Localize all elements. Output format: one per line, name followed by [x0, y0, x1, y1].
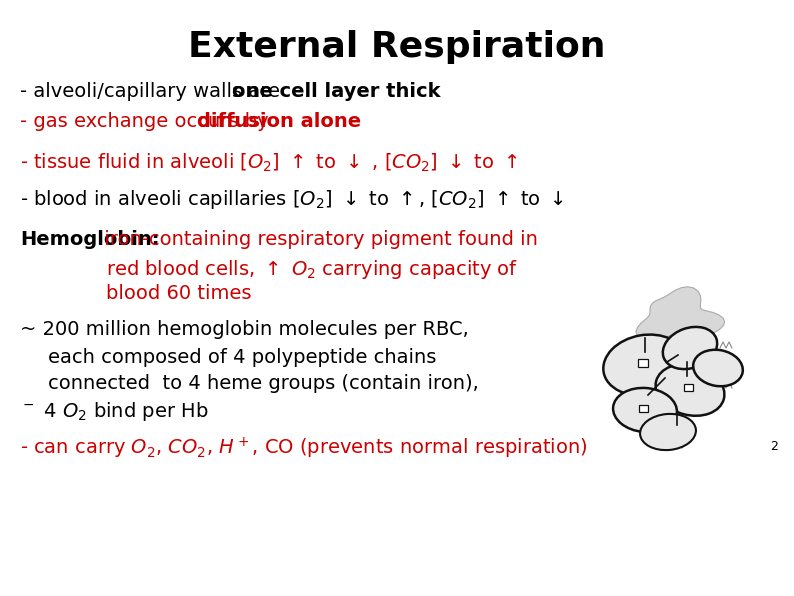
Ellipse shape — [693, 350, 743, 386]
Ellipse shape — [603, 334, 687, 395]
Ellipse shape — [656, 364, 724, 416]
Text: External Respiration: External Respiration — [188, 30, 606, 64]
Text: one cell layer thick: one cell layer thick — [232, 82, 441, 101]
Ellipse shape — [663, 327, 717, 369]
Text: - alveoli/capillary walls are: - alveoli/capillary walls are — [20, 82, 287, 101]
Text: blood 60 times: blood 60 times — [106, 284, 251, 303]
Text: - can carry $O_2$, $CO_2$, $H^+$, CO (prevents normal respiration): - can carry $O_2$, $CO_2$, $H^+$, CO (pr… — [20, 436, 588, 461]
Ellipse shape — [640, 414, 696, 450]
Text: - tissue fluid in alveoli $[O_2]$ $\uparrow$ to $\downarrow$ , $[CO_2]$ $\downar: - tissue fluid in alveoli $[O_2]$ $\upar… — [20, 152, 518, 174]
Text: red blood cells, $\uparrow$ $O_2$ carrying capacity of: red blood cells, $\uparrow$ $O_2$ carryi… — [106, 258, 518, 281]
Bar — [684, 383, 692, 390]
Bar — [638, 359, 648, 367]
Text: Hemoglobin:: Hemoglobin: — [20, 230, 160, 249]
Bar — [638, 405, 647, 411]
Text: ~ 200 million hemoglobin molecules per RBC,: ~ 200 million hemoglobin molecules per R… — [20, 320, 468, 339]
Polygon shape — [636, 287, 725, 342]
Text: $^-$ 4 $O_2$ bind per Hb: $^-$ 4 $O_2$ bind per Hb — [20, 400, 208, 423]
Text: each composed of 4 polypeptide chains: each composed of 4 polypeptide chains — [48, 348, 437, 367]
Ellipse shape — [613, 388, 677, 432]
Text: connected  to 4 heme groups (contain iron),: connected to 4 heme groups (contain iron… — [48, 374, 479, 393]
Text: 2: 2 — [770, 440, 778, 453]
Text: iron-containing respiratory pigment found in: iron-containing respiratory pigment foun… — [98, 230, 538, 249]
Text: - blood in alveoli capillaries $[O_2]$ $\downarrow$ to $\uparrow$, $[CO_2]$ $\up: - blood in alveoli capillaries $[O_2]$ $… — [20, 188, 565, 211]
Text: diffusion alone: diffusion alone — [197, 112, 360, 131]
Text: - gas exchange occurs by: - gas exchange occurs by — [20, 112, 275, 131]
